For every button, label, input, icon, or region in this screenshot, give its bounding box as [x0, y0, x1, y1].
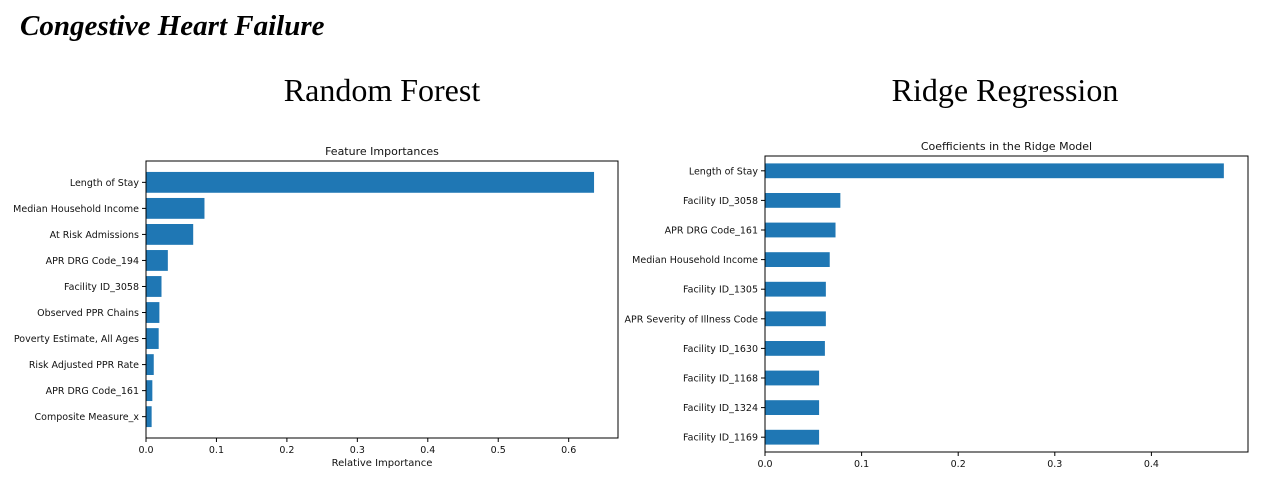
chart-title: Feature Importances [325, 145, 439, 158]
bar [765, 400, 820, 415]
bar [146, 171, 595, 193]
category-label: Composite Measure_x [35, 412, 140, 423]
plot-frame [764, 155, 1249, 453]
page-title: Congestive Heart Failure [20, 10, 325, 42]
category-label: Length of Stay [689, 166, 759, 177]
x-tick-label: 0.6 [561, 445, 576, 456]
bar [765, 311, 826, 327]
category-label: Facility ID_3058 [683, 196, 758, 207]
category-label: APR DRG Code_161 [665, 226, 758, 237]
bar [765, 163, 1224, 179]
x-tick-label: 0.5 [491, 445, 506, 456]
bar [146, 197, 205, 219]
bar [765, 341, 825, 356]
category-label: Facility ID_3058 [64, 282, 139, 293]
category-label: Median Household Income [632, 255, 758, 266]
plot-frame [145, 160, 619, 439]
x-tick-label: 0.0 [138, 445, 153, 456]
x-tick-label: 0.1 [209, 445, 224, 456]
x-tick-label: 0.3 [350, 445, 365, 456]
category-label: Facility ID_1169 [683, 433, 758, 444]
category-label: Median Household Income [13, 204, 139, 215]
bar [146, 224, 194, 245]
x-tick-label: 0.2 [279, 445, 294, 456]
x-axis-label: Relative Importance [332, 458, 433, 469]
random-forest-heading: Random Forest [283, 72, 481, 108]
bar [146, 406, 152, 428]
bar [765, 222, 836, 238]
category-label: Facility ID_1324 [683, 403, 758, 414]
category-label: Facility ID_1630 [683, 344, 758, 355]
x-tick-label: 0.4 [420, 445, 435, 456]
category-label: Length of Stay [70, 178, 140, 189]
x-tick-label: 0.0 [757, 459, 772, 470]
category-label: APR Severity of Illness Code [625, 314, 759, 325]
x-tick-label: 0.3 [1047, 459, 1062, 470]
chart-title: Coefficients in the Ridge Model [921, 140, 1092, 153]
bar [765, 252, 830, 267]
bar [765, 193, 841, 208]
bar [765, 281, 826, 297]
bar [765, 429, 820, 445]
category-label: Observed PPR Chains [37, 308, 139, 319]
x-tick-label: 0.2 [951, 459, 966, 470]
x-tick-label: 0.4 [1144, 459, 1159, 470]
category-label: APR DRG Code_194 [46, 256, 139, 267]
category-label: Facility ID_1168 [683, 374, 758, 385]
x-tick-label: 0.1 [854, 459, 869, 470]
category-label: Risk Adjusted PPR Rate [29, 360, 139, 371]
bar [146, 328, 159, 349]
category-label: APR DRG Code_161 [46, 386, 139, 397]
bar [146, 380, 153, 402]
ridge-regression-heading: Ridge Regression [891, 72, 1119, 108]
bar [146, 250, 168, 271]
category-label: Facility ID_1305 [683, 285, 758, 296]
bar [146, 354, 154, 375]
bar [765, 370, 820, 386]
category-label: Poverty Estimate, All Ages [14, 334, 139, 345]
bar [146, 302, 160, 323]
bar [146, 276, 162, 297]
category-label: At Risk Admissions [50, 230, 139, 241]
